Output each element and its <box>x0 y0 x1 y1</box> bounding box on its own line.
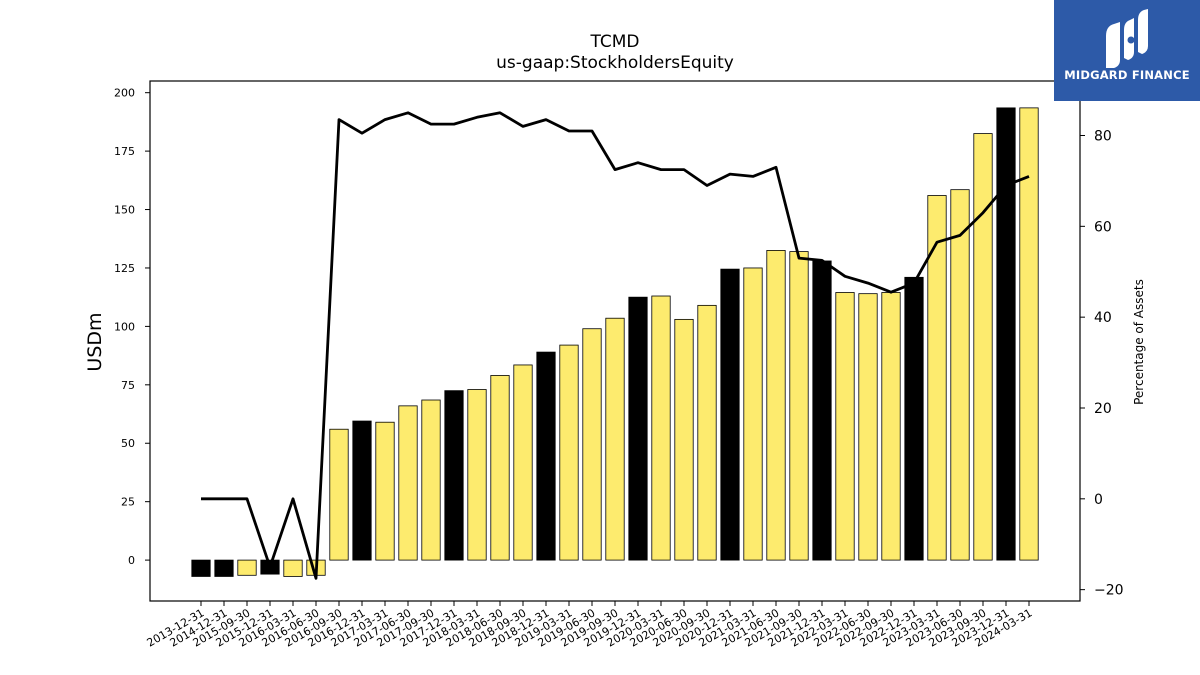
y-tick-label: 125 <box>114 262 135 275</box>
y-tick-label: 150 <box>114 204 135 217</box>
bar-2017-06-30 <box>398 405 418 561</box>
y2-axis-label: Percentage of Assets <box>1132 279 1146 405</box>
y-tick-label: 25 <box>121 496 135 509</box>
y-tick-label: 75 <box>121 379 135 392</box>
bar-series <box>191 107 1039 577</box>
bar-2021-09-30 <box>789 251 809 561</box>
bar-2014-12-31 <box>214 559 234 577</box>
y-tick-label: 50 <box>121 437 135 450</box>
bar-2023-09-30 <box>973 133 993 561</box>
bar-2016-12-31 <box>352 420 372 561</box>
bar-2023-06-30 <box>950 189 970 561</box>
bar-2021-03-31 <box>743 267 763 561</box>
bar-2020-06-30 <box>674 318 694 561</box>
logo-text: MIDGARD FINANCE <box>1064 68 1190 82</box>
percentage-of-assets-line <box>201 111 1030 580</box>
bar-2017-03-31 <box>375 421 395 561</box>
bar-2018-09-30 <box>513 364 533 561</box>
bar-2020-09-30 <box>697 304 717 561</box>
y2-tick-label: 60 <box>1094 219 1112 235</box>
bar-2015-09-30 <box>237 559 257 576</box>
bar-2019-06-30 <box>582 328 602 561</box>
bar-2018-03-31 <box>467 389 487 561</box>
bar-2021-12-31 <box>812 260 832 561</box>
chart-title: TCMD <box>590 32 640 52</box>
y2-tick-label: 20 <box>1094 401 1112 417</box>
bar-2019-09-30 <box>605 317 625 561</box>
bar-2023-12-31 <box>996 107 1016 561</box>
y2-tick-label: 80 <box>1094 128 1112 144</box>
chart-subtitle: us-gaap:StockholdersEquity <box>496 53 734 73</box>
bar-2022-12-31 <box>904 276 924 561</box>
bar-2019-12-31 <box>628 296 648 561</box>
axes: 0255075100125150175200−200204060802013-1… <box>114 80 1124 650</box>
bar-2019-03-31 <box>559 344 579 561</box>
y-tick-label: 0 <box>128 554 135 567</box>
bar-2018-06-30 <box>490 375 510 561</box>
y2-tick-label: −20 <box>1094 583 1124 599</box>
line-series <box>201 111 1030 580</box>
midgard-m-logo-icon <box>1106 9 1148 68</box>
bar-2017-12-31 <box>444 390 464 561</box>
y-tick-label: 175 <box>114 145 135 158</box>
bar-2021-06-30 <box>766 250 786 561</box>
bar-2013-12-31 <box>191 559 211 577</box>
logo: MIDGARD FINANCE <box>1054 0 1200 101</box>
bar-2018-12-31 <box>536 351 556 561</box>
bar-2020-03-31 <box>651 295 671 561</box>
y-tick-label: 200 <box>114 87 135 100</box>
bar-2016-03-31 <box>283 559 303 577</box>
bar-2022-06-30 <box>858 293 878 561</box>
y2-tick-label: 40 <box>1094 310 1112 326</box>
bar-2023-03-31 <box>927 195 947 561</box>
bar-2022-09-30 <box>881 292 901 561</box>
bar-2022-03-31 <box>835 292 855 561</box>
y-axis-label: USDm <box>84 312 106 371</box>
bar-2020-12-31 <box>720 268 740 561</box>
y2-tick-label: 0 <box>1094 492 1103 508</box>
bar-2016-09-30 <box>329 428 349 561</box>
y-tick-label: 100 <box>114 320 135 333</box>
bar-2024-03-31 <box>1019 107 1039 561</box>
bar-2017-09-30 <box>421 399 441 561</box>
